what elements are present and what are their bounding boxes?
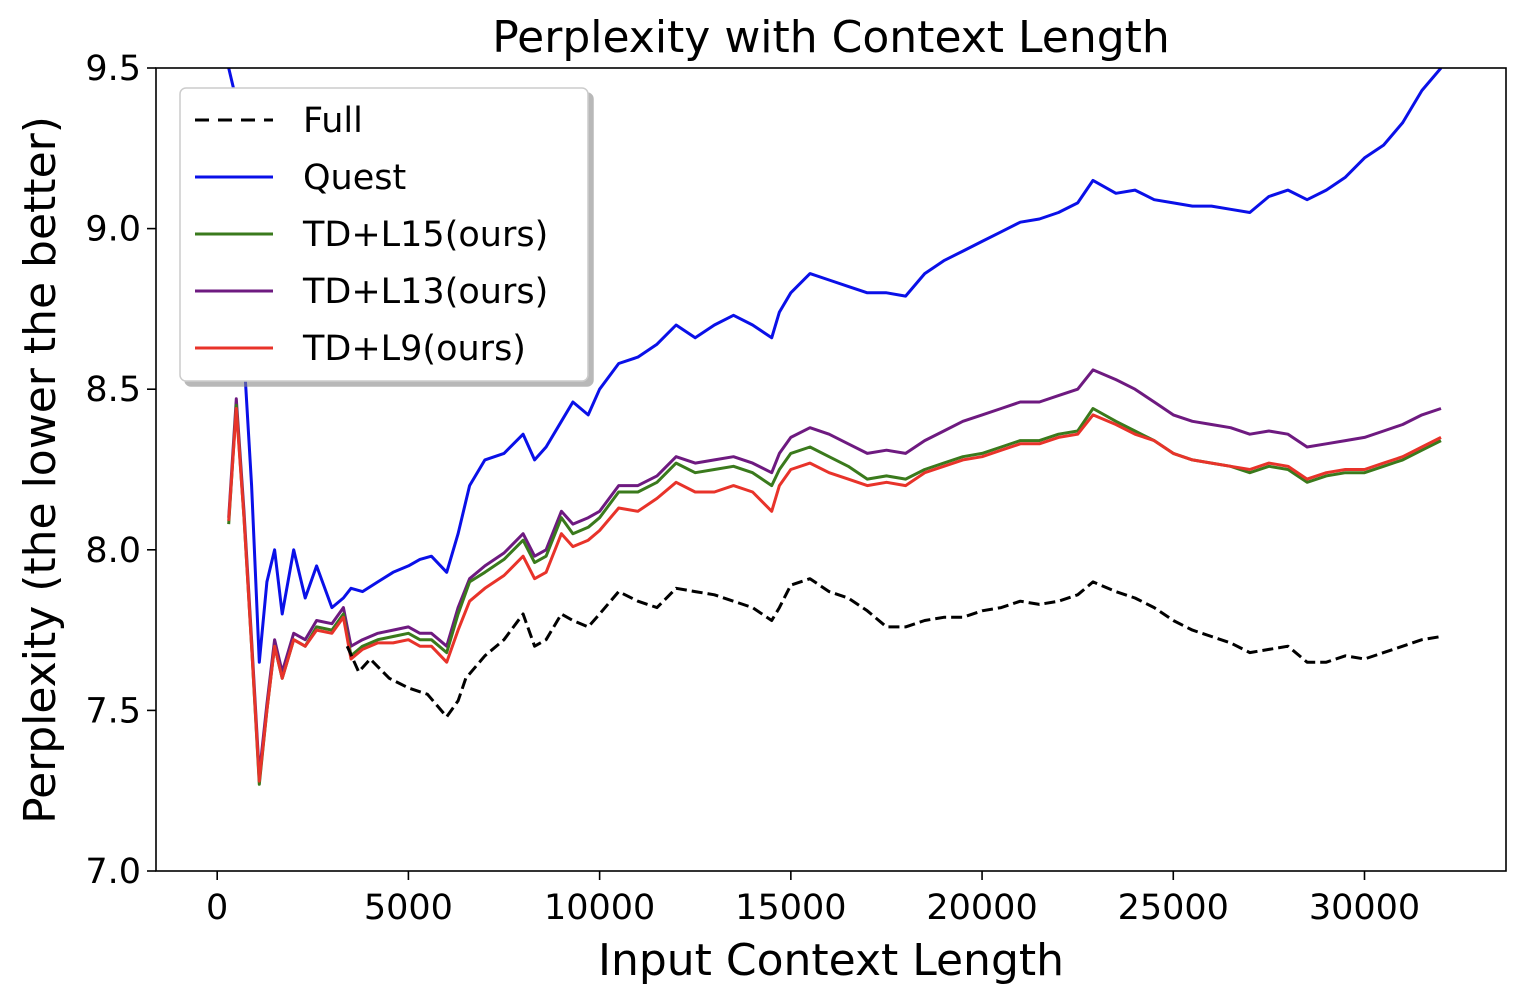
- x-tick-label: 30000: [1309, 888, 1420, 928]
- legend-box: [179, 87, 589, 382]
- x-axis-label: Input Context Length: [598, 935, 1064, 986]
- x-axis: 0 5000 10000 15000 20000 25000 30000: [206, 871, 1420, 928]
- series-line-td-l9-ours: [227, 407, 1442, 783]
- chart-title: Perplexity with Context Length: [492, 12, 1170, 63]
- x-tick-label: 20000: [926, 888, 1037, 928]
- x-tick-label: 0: [206, 888, 228, 928]
- series-layer: [227, 68, 1443, 786]
- legend-label-quest: Quest: [303, 158, 406, 198]
- y-axis-label: Perplexity (the lower the better): [15, 116, 66, 824]
- legend-label-td-l9-ours: TD+L9(ours): [302, 329, 526, 369]
- series-line-td-l13-ours: [227, 368, 1442, 777]
- y-tick-label: 7.5: [85, 691, 141, 731]
- series-line-quest: [227, 68, 1443, 664]
- y-tick-label: 9.0: [85, 210, 141, 250]
- x-tick-label: 15000: [735, 888, 846, 928]
- legend-label-full: Full: [303, 101, 363, 141]
- y-axis: 7.0 7.5 8.0 8.5 9.0 9.5: [85, 49, 156, 892]
- x-tick-label: 25000: [1118, 888, 1229, 928]
- x-tick-label: 5000: [364, 888, 453, 928]
- series-line-full: [345, 577, 1442, 719]
- plot-frame: [155, 67, 1507, 872]
- y-tick-label: 8.5: [85, 370, 141, 410]
- y-tick-label: 9.5: [85, 49, 141, 89]
- legend-label-td-l13-ours: TD+L13(ours): [302, 272, 548, 312]
- legend: Full Quest TD+L15(ours) TD+L13(ours) TD+L9(o…: [179, 87, 589, 382]
- y-tick-label: 8.0: [85, 531, 141, 571]
- y-tick-label: 7.0: [85, 852, 141, 892]
- x-tick-label: 10000: [544, 888, 655, 928]
- legend-label-td-l15-ours: TD+L15(ours): [302, 215, 548, 255]
